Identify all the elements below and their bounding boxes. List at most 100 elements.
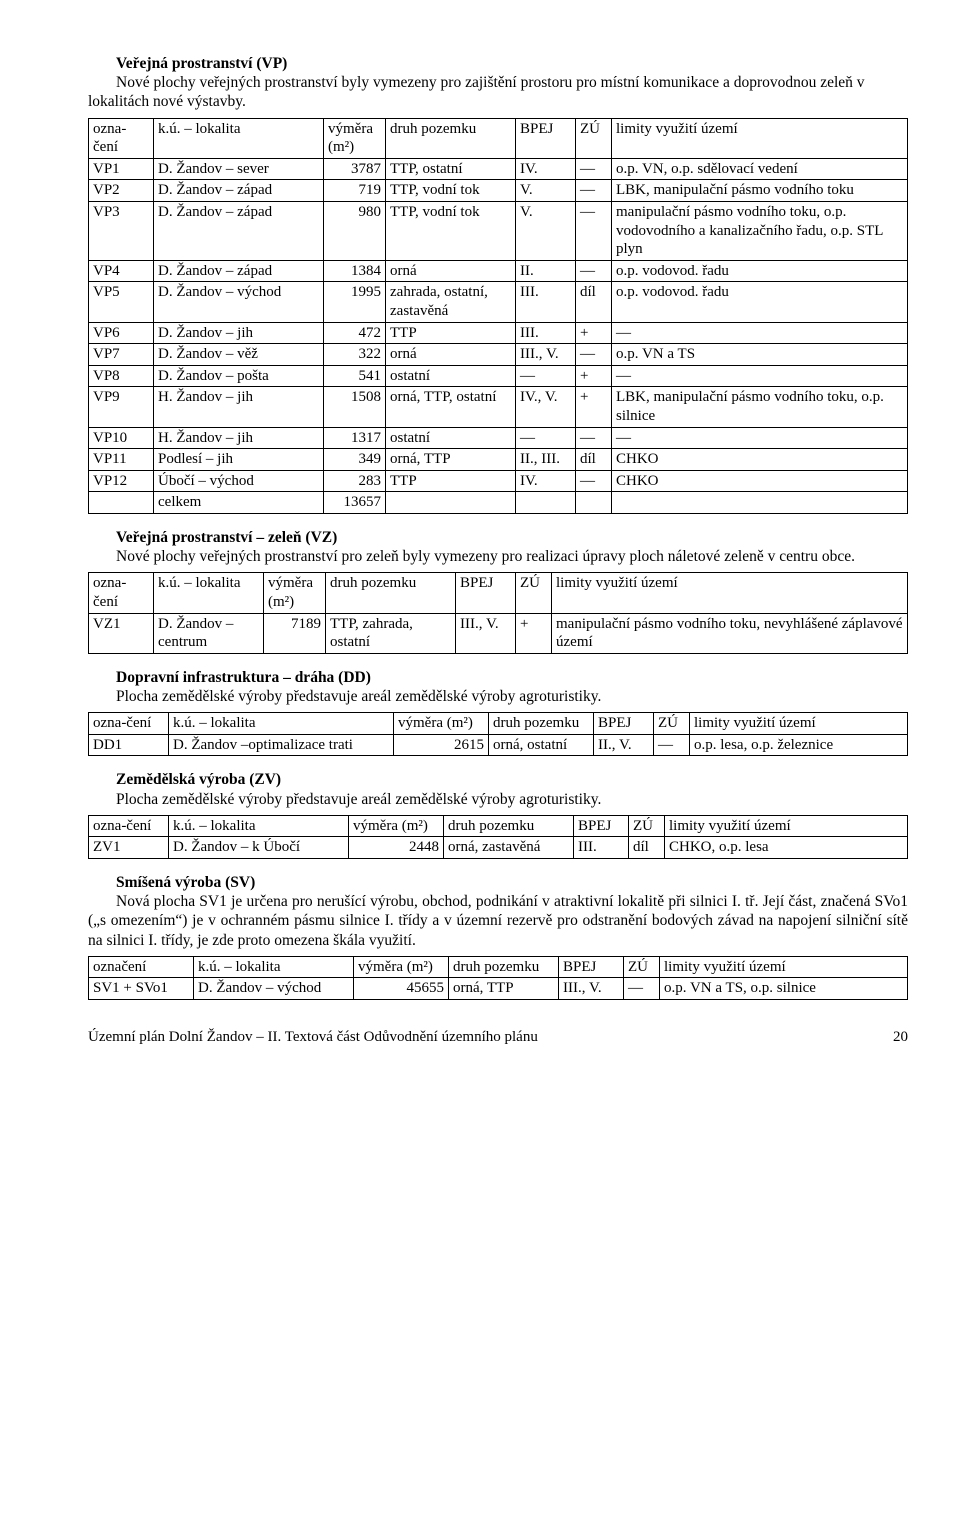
table-cell: D. Žandov – sever: [154, 158, 324, 180]
table-cell: CHKO, o.p. lesa: [665, 837, 908, 859]
table-cell: manipulační pásmo vodního toku, o.p. vod…: [612, 202, 908, 261]
table-cell: D. Žandov – východ: [154, 282, 324, 322]
table-cell: 13657: [324, 492, 386, 514]
table-cell: TTP, vodní tok: [386, 202, 516, 261]
table-row: VP11Podlesí – jih349orná, TTPII., III.dí…: [89, 449, 908, 471]
table-cell: CHKO: [612, 449, 908, 471]
table-header: ZÚ: [516, 573, 552, 613]
table-cell: 45655: [354, 978, 449, 1000]
table-cell: II., III.: [516, 449, 576, 471]
table-cell: CHKO: [612, 470, 908, 492]
table-cell: orná: [386, 344, 516, 366]
table-cell: —: [654, 734, 690, 756]
table-cell: 349: [324, 449, 386, 471]
table-cell: D. Žandov –optimalizace trati: [169, 734, 394, 756]
table-cell: —: [576, 470, 612, 492]
table-row: VP6D. Žandov – jih472TTPIII.+—: [89, 322, 908, 344]
vz-intro: Nové plochy veřejných prostranství pro z…: [88, 547, 908, 566]
table-row: VZ1D. Žandov – centrum7189TTP, zahrada, …: [89, 613, 908, 653]
table-cell: orná, TTP: [449, 978, 559, 1000]
table-cell: —: [612, 322, 908, 344]
table-row: SV1 + SVo1D. Žandov – východ45655orná, T…: [89, 978, 908, 1000]
table-header: druh pozemku: [326, 573, 456, 613]
vp-table: ozna-čeník.ú. – lokalitavýměra (m²)druh …: [88, 118, 908, 514]
table-row: VP4D. Žandov – západ1384ornáII.—o.p. vod…: [89, 260, 908, 282]
table-cell: D. Žandov – věž: [154, 344, 324, 366]
table-cell: 322: [324, 344, 386, 366]
table-cell: III.: [574, 837, 629, 859]
table-cell: TTP: [386, 322, 516, 344]
table-cell: [576, 492, 612, 514]
table-cell: III., V.: [456, 613, 516, 653]
table-header: ozna-čení: [89, 815, 169, 837]
table-cell: +: [576, 387, 612, 427]
table-cell: o.p. lesa, o.p. železnice: [690, 734, 908, 756]
table-cell: —: [576, 427, 612, 449]
table-cell: +: [576, 322, 612, 344]
table-row: DD1D. Žandov –optimalizace trati2615orná…: [89, 734, 908, 756]
table-row: VP12Úbočí – východ283TTPIV.—CHKO: [89, 470, 908, 492]
table-cell: III., V.: [516, 344, 576, 366]
table-cell: ostatní: [386, 365, 516, 387]
table-header: ozna-čení: [89, 118, 154, 158]
table-header: limity využití území: [665, 815, 908, 837]
table-header: ZÚ: [624, 956, 660, 978]
table-header: druh pozemku: [386, 118, 516, 158]
vz-title: Veřejná prostranství – zeleň (VZ): [88, 528, 908, 547]
table-cell: TTP: [386, 470, 516, 492]
table-header: ozna-čení: [89, 573, 154, 613]
table-cell: ostatní: [386, 427, 516, 449]
table-cell: o.p. VN, o.p. sdělovací vedení: [612, 158, 908, 180]
table-cell: III., V.: [559, 978, 624, 1000]
table-header: limity využití území: [612, 118, 908, 158]
table-row: VP5D. Žandov – východ1995zahrada, ostatn…: [89, 282, 908, 322]
table-cell: TTP, vodní tok: [386, 180, 516, 202]
table-cell: zahrada, ostatní, zastavěná: [386, 282, 516, 322]
table-cell: Podlesí – jih: [154, 449, 324, 471]
table-cell: VP3: [89, 202, 154, 261]
table-cell: VP7: [89, 344, 154, 366]
table-header: k.ú. – lokalita: [169, 815, 349, 837]
table-cell: III.: [516, 282, 576, 322]
zv-intro: Plocha zemědělské výroby představuje are…: [88, 790, 908, 809]
page-number: 20: [893, 1028, 908, 1047]
table-cell: 2615: [394, 734, 489, 756]
table-cell: orná, zastavěná: [444, 837, 574, 859]
table-cell: II., V.: [594, 734, 654, 756]
table-cell: Úbočí – východ: [154, 470, 324, 492]
table-cell: VP8: [89, 365, 154, 387]
table-cell: VZ1: [89, 613, 154, 653]
table-cell: 7189: [264, 613, 326, 653]
table-cell: —: [576, 202, 612, 261]
table-header: BPEJ: [574, 815, 629, 837]
table-cell: orná: [386, 260, 516, 282]
table-cell: 1317: [324, 427, 386, 449]
table-header: ZÚ: [576, 118, 612, 158]
table-cell: ZV1: [89, 837, 169, 859]
table-cell: SV1 + SVo1: [89, 978, 194, 1000]
table-cell: IV.: [516, 470, 576, 492]
table-cell: 719: [324, 180, 386, 202]
table-cell: manipulační pásmo vodního toku, nevyhláš…: [552, 613, 908, 653]
footer-text: Územní plán Dolní Žandov – II. Textová č…: [88, 1028, 538, 1047]
table-cell: VP1: [89, 158, 154, 180]
table-cell: —: [516, 427, 576, 449]
table-cell: 472: [324, 322, 386, 344]
table-row: VP8D. Žandov – pošta541ostatní—+—: [89, 365, 908, 387]
table-cell: —: [516, 365, 576, 387]
table-cell: o.p. vodovod. řadu: [612, 260, 908, 282]
table-cell: —: [612, 427, 908, 449]
table-cell: 1384: [324, 260, 386, 282]
table-header: ZÚ: [629, 815, 665, 837]
table-header: výměra (m²): [324, 118, 386, 158]
table-cell: H. Žandov – jih: [154, 427, 324, 449]
table-row: VP2D. Žandov – západ719TTP, vodní tokV.—…: [89, 180, 908, 202]
table-cell: díl: [629, 837, 665, 859]
table-cell: VP2: [89, 180, 154, 202]
table-header: druh pozemku: [449, 956, 559, 978]
sv-title: Smíšená výroba (SV): [88, 873, 908, 892]
dd-intro: Plocha zemědělské výroby představuje are…: [88, 687, 908, 706]
table-cell: V.: [516, 202, 576, 261]
table-cell: D. Žandov – centrum: [154, 613, 264, 653]
table-row: ZV1D. Žandov – k Úbočí2448orná, zastavěn…: [89, 837, 908, 859]
